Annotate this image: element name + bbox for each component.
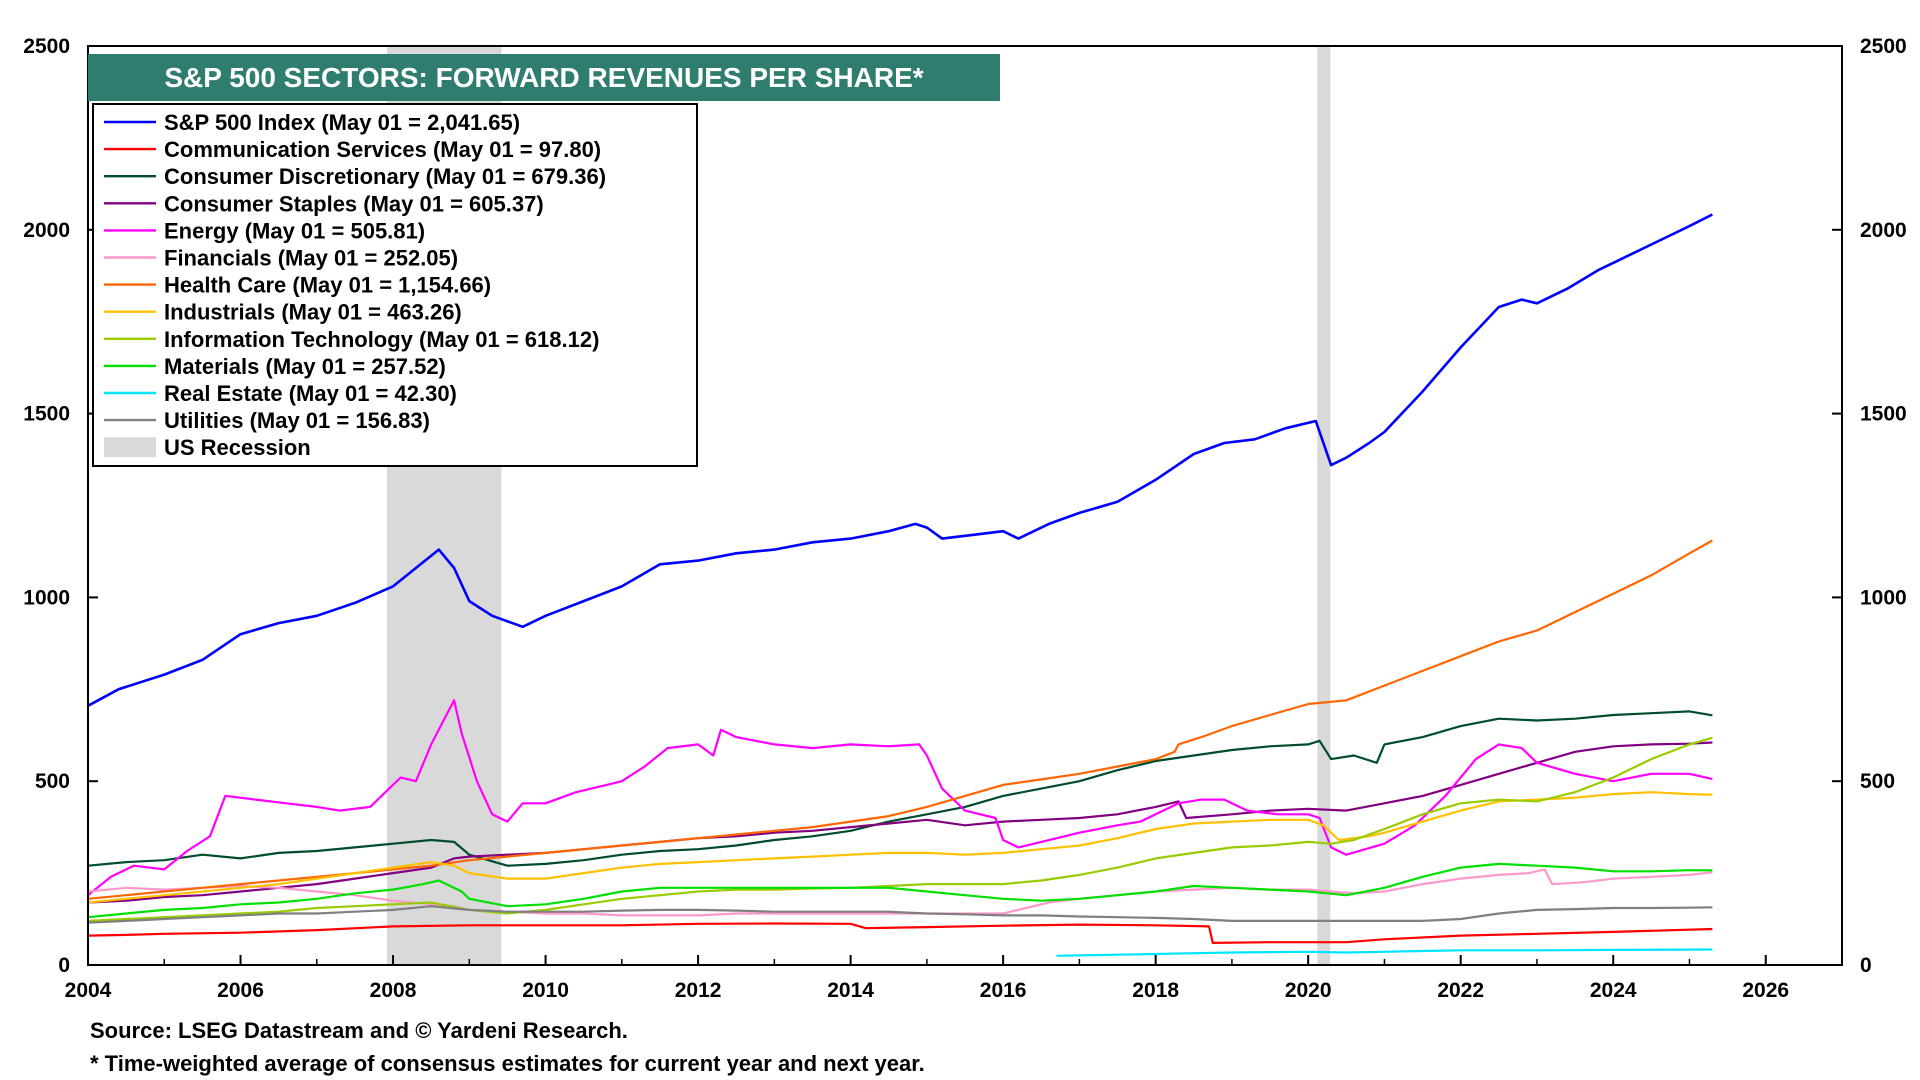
series-lines: [87, 213, 1713, 957]
x-tick-label: 2022: [1437, 979, 1484, 1002]
source-note: Source: LSEG Datastream and © Yardeni Re…: [90, 1018, 628, 1043]
legend-label-9: Information Technology (May 01 = 618.12): [164, 327, 599, 352]
series-line-8: [87, 791, 1713, 904]
series-line-12: [87, 905, 1713, 924]
legend-label-12: Utilities (May 01 = 156.83): [164, 408, 430, 433]
series-line-11: [1056, 948, 1713, 957]
y-axis-right: 0 500 1000 1500 2000 2500: [1832, 35, 1907, 977]
legend-label-4: Consumer Staples (May 01 = 605.37): [164, 191, 544, 216]
legend-label-8: Industrials (May 01 = 463.26): [164, 300, 462, 325]
legend-box: [92, 103, 698, 467]
series-line-5: [87, 699, 1713, 897]
y-tick-label-right: 1500: [1860, 403, 1907, 426]
legend-label-7: Health Care (May 01 = 1,154.66): [164, 273, 491, 298]
y-tick-label-right: 500: [1860, 770, 1895, 793]
legend-swatch-recession: [104, 437, 156, 458]
legend-label-recession: US Recession: [164, 435, 311, 460]
x-tick-label: 2020: [1285, 979, 1332, 1002]
x-tick-label: 2010: [522, 979, 569, 1002]
recession-band: [1317, 46, 1331, 965]
y-tick-label-left: 0: [58, 954, 70, 977]
legend-label-1: S&P 500 Index (May 01 = 2,041.65): [164, 110, 520, 135]
legend-label-11: Real Estate (May 01 = 42.30): [164, 381, 457, 406]
series-line-9: [87, 736, 1713, 922]
y-tick-label-right: 1000: [1860, 586, 1907, 609]
x-tick-label: 2014: [827, 979, 874, 1002]
y-axis-left: 0 500 1000 1500 2000 2500: [23, 35, 98, 977]
x-tick-label: 2012: [675, 979, 722, 1002]
legend: S&P 500 Index (May 01 = 2,041.65)Communi…: [92, 103, 698, 467]
y-tick-label-left: 1000: [23, 586, 70, 609]
series-line-2: [87, 922, 1713, 944]
x-tick-label: 2024: [1590, 979, 1637, 1002]
x-tick-label: 2026: [1742, 979, 1789, 1002]
x-tick-label: 2018: [1132, 979, 1179, 1002]
legend-label-10: Materials (May 01 = 257.52): [164, 354, 446, 379]
y-tick-label-right: 2500: [1860, 35, 1907, 58]
series-line-4: [87, 741, 1713, 904]
y-tick-label-left: 2000: [23, 219, 70, 242]
y-tick-label-right: 2000: [1860, 219, 1907, 242]
x-tick-label: 2008: [370, 979, 417, 1002]
legend-label-3: Consumer Discretionary (May 01 = 679.36): [164, 164, 606, 189]
x-tick-label: 2016: [980, 979, 1027, 1002]
footnote: * Time-weighted average of consensus est…: [90, 1051, 925, 1076]
legend-label-6: Financials (May 01 = 252.05): [164, 246, 458, 271]
y-tick-label-left: 2500: [23, 35, 70, 58]
y-tick-label-left: 500: [35, 770, 70, 793]
y-tick-label-left: 1500: [23, 403, 70, 426]
series-line-7: [87, 539, 1713, 900]
chart-title: S&P 500 SECTORS: FORWARD REVENUES PER SH…: [164, 62, 923, 93]
series-line-3: [87, 710, 1713, 867]
plot-frame: [87, 45, 1843, 966]
x-tick-label: 2006: [217, 979, 264, 1002]
y-tick-label-right: 0: [1860, 954, 1872, 977]
x-axis: 2004 2006 2008 2010 2012 2014 2016 2018 2020 2022…: [65, 955, 1843, 1002]
legend-label-2: Communication Services (May 01 = 97.80): [164, 137, 601, 162]
legend-label-5: Energy (May 01 = 505.81): [164, 218, 425, 243]
x-tick-label: 2004: [65, 979, 112, 1002]
chart-title-background: [88, 54, 1000, 101]
series-line-1: [87, 213, 1713, 707]
chart-title-banner: S&P 500 SECTORS: FORWARD REVENUES PER SH…: [88, 54, 1000, 101]
series-line-10: [87, 862, 1713, 919]
